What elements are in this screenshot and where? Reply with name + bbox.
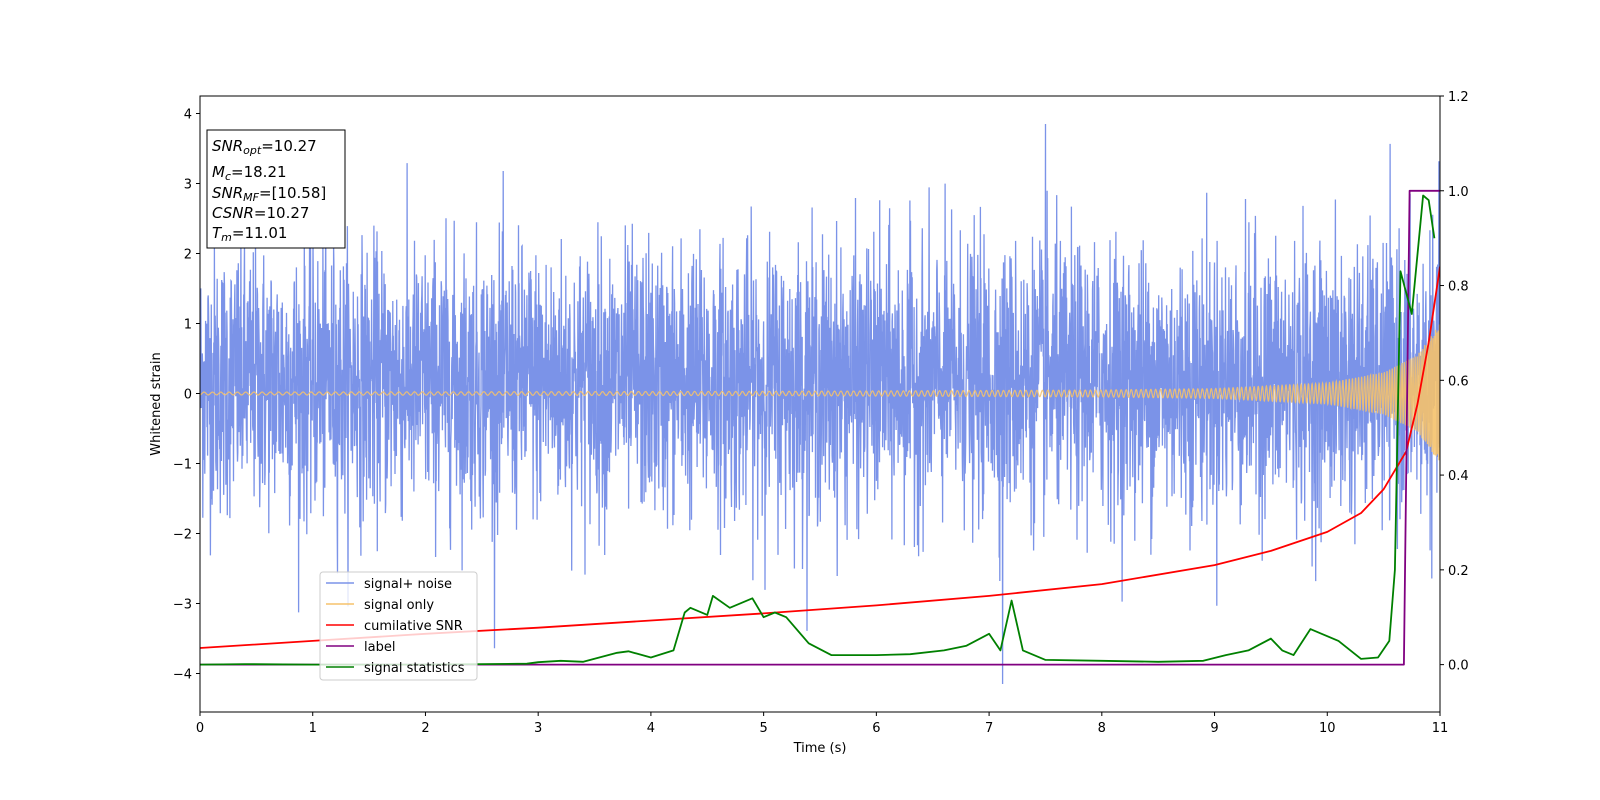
y-tick-label: −4: [173, 668, 192, 683]
x-axis: 0 1 2 3 4 5 6 7 8 9 10 11: [196, 712, 1448, 736]
legend-label-signal-statistics: signal statistics: [364, 661, 465, 676]
x-tick-label: 2: [421, 721, 429, 736]
info-box-frame: [206, 129, 346, 249]
y-axis-left: −4 −3 −2 −1 0 1 2 3 4: [173, 108, 200, 683]
plot-area: [200, 123, 1440, 685]
x-tick-label: 0: [196, 721, 204, 736]
y-right-tick-label: 0.6: [1448, 374, 1469, 389]
y-right-tick-label: 0.0: [1448, 659, 1469, 674]
y-axis-label: Whitened strain: [149, 352, 164, 455]
legend-label-signal-only: signal only: [364, 598, 434, 613]
y-right-tick-label: 0.8: [1448, 280, 1469, 295]
y-tick-label: −3: [173, 598, 192, 613]
info-csnr: CSNR=10.27: [212, 204, 309, 222]
y-tick-label: 0: [184, 388, 192, 403]
info-mc: Mc=18.21: [212, 163, 287, 183]
y-tick-label: −2: [173, 528, 192, 543]
x-tick-label: 10: [1319, 721, 1336, 736]
x-tick-label: 9: [1210, 721, 1218, 736]
series-signal-only: [200, 324, 1440, 461]
legend-label-label: label: [364, 640, 395, 655]
y-right-tick-label: 0.2: [1448, 564, 1469, 579]
series-signal-statistics: [200, 194, 1436, 666]
legend-frame: [319, 571, 478, 681]
y-tick-label: 3: [184, 178, 192, 193]
info-box: SNRopt=10.27 Mc=18.21 SNRMF=[10.58] CSNR…: [206, 129, 346, 249]
info-snr-opt: SNRopt=10.27: [212, 137, 317, 157]
series-label: [200, 189, 1440, 666]
y-tick-label: −1: [173, 458, 192, 473]
x-tick-label: 7: [985, 721, 993, 736]
y-tick-label: 4: [184, 108, 192, 123]
legend-label-signal-noise: signal+ noise: [364, 577, 452, 592]
x-tick-label: 11: [1432, 721, 1449, 736]
axes-frame: [199, 95, 1441, 713]
y-right-tick-label: 1.2: [1448, 90, 1469, 105]
x-tick-label: 8: [1098, 721, 1106, 736]
x-tick-label: 5: [759, 721, 767, 736]
series-signal-noise: [200, 123, 1440, 685]
legend: signal+ noise signal only cumilative SNR…: [319, 571, 478, 681]
x-tick-label: 1: [309, 721, 317, 736]
x-axis-label: Time (s): [793, 741, 847, 756]
info-snr-mf: SNRMF=[10.58]: [212, 184, 326, 204]
y-axis-right: 0.0 0.2 0.4 0.6 0.8 1.0 1.2: [1440, 90, 1469, 674]
y-right-tick-label: 0.4: [1448, 469, 1469, 484]
y-right-tick-label: 1.0: [1448, 185, 1469, 200]
info-tm: Tm=11.01: [212, 224, 287, 244]
x-tick-label: 6: [872, 721, 880, 736]
series-cumulative-snr: [200, 266, 1440, 649]
legend-label-cumulative-snr: cumilative SNR: [364, 619, 463, 634]
y-tick-label: 1: [184, 318, 192, 333]
y-tick-label: 2: [184, 248, 192, 263]
x-tick-label: 3: [534, 721, 542, 736]
x-tick-label: 4: [647, 721, 655, 736]
